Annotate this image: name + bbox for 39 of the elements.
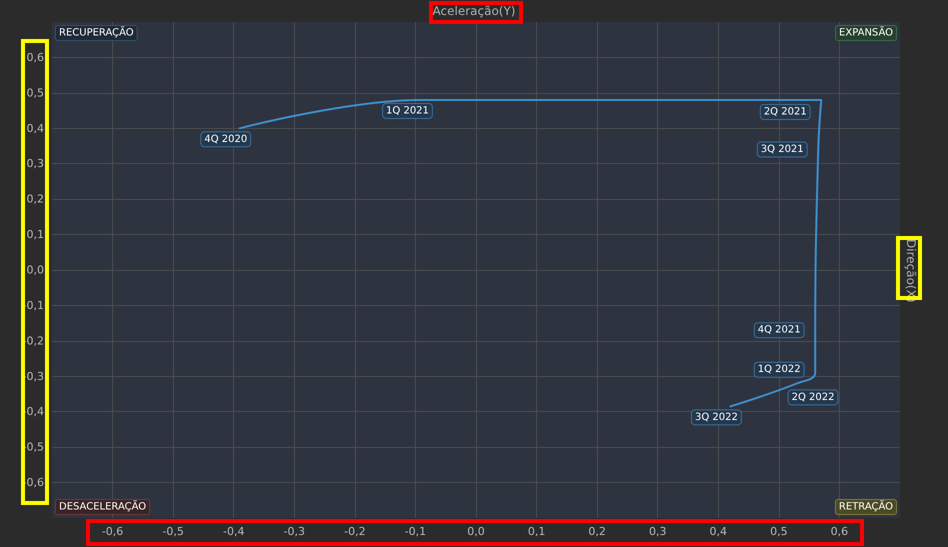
x-tick-label: 0,4 [710, 525, 728, 538]
annotation: DESACELERAÇÃO [59, 500, 146, 512]
text: Aceleração(Y) [432, 4, 516, 18]
y-tick-label: -0,5 [22, 440, 44, 454]
x-tick-label: 0,5 [770, 525, 788, 538]
y-tick-label: 0,1 [26, 228, 44, 242]
y-tick-label: -0,2 [22, 334, 44, 348]
annotation: 4Q 2021 [758, 324, 801, 336]
y-tick-label: 0,6 [26, 50, 44, 64]
x-tick-label: -0,2 [344, 525, 366, 538]
y-tick-label: -0,4 [22, 405, 44, 418]
annotation: 1Q 2022 [758, 364, 801, 376]
text: Direção(X) [904, 239, 918, 303]
x-tick-label: 0,0 [467, 525, 485, 538]
annotation: 2Q 2022 [792, 392, 834, 403]
x-tick-label: 0,3 [648, 525, 666, 538]
x-tick-label: -0,3 [284, 525, 306, 538]
y-tick-label: 0,5 [26, 86, 44, 100]
x-tick-label: 0,1 [528, 525, 546, 538]
annotation: RECUPERAÇÃO [59, 26, 134, 38]
x-tick-label: 0,2 [588, 525, 606, 538]
x-tick-label: -0,1 [404, 525, 426, 538]
y-tick-label: 0,0 [26, 264, 44, 276]
annotation: 3Q 2021 [760, 144, 804, 156]
annotation: EXPANSÃO [839, 26, 894, 38]
x-tick-label: -0,6 [102, 525, 124, 538]
annotation: 1Q 2021 [386, 105, 429, 116]
x-tick-label: 0,6 [830, 525, 848, 538]
annotation: RETRAÇÃO [838, 500, 894, 512]
annotation: 3Q 2022 [694, 412, 738, 423]
x-tick-label: -0,5 [162, 525, 184, 538]
y-tick-label: 0,3 [26, 157, 44, 170]
y-tick-label: 0,4 [26, 122, 44, 135]
annotation: 2Q 2021 [764, 106, 807, 118]
y-tick-label: -0,3 [22, 370, 44, 383]
y-tick-label: -0,6 [22, 476, 44, 490]
annotation: 4Q 2020 [204, 134, 248, 145]
y-tick-label: 0,2 [26, 192, 44, 206]
x-tick-label: -0,4 [222, 525, 244, 538]
